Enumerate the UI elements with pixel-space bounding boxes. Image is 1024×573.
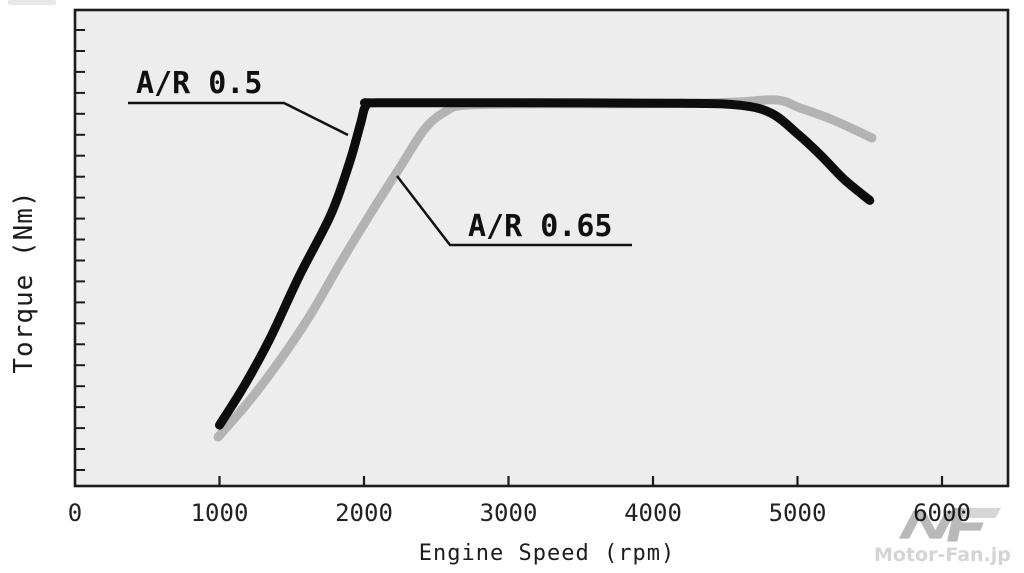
x-tick-label: 5000 [768, 499, 827, 527]
x-tick-label: 2000 [335, 499, 393, 527]
x-tick-label: 0 [67, 499, 83, 527]
y-axis-label: Torque (Nm) [9, 190, 39, 374]
x-axis-label: Engine Speed (rpm) [418, 541, 676, 566]
series-annotation-ar-0-5: A/R 0.5 [136, 66, 263, 101]
page-crop-artifact [8, 0, 56, 5]
x-tick-label: 4000 [624, 499, 682, 527]
annotation-leader-line [396, 175, 632, 247]
x-tick-label: 1000 [190, 499, 249, 527]
motor-fan-watermark: Motor-Fan.jp [874, 505, 1024, 566]
annotation-leader-line [128, 101, 349, 137]
series-curve-a-r-0-5 [215, 98, 875, 430]
motor-fan-mf-logo-icon [898, 507, 1002, 542]
watermark-text: Motor-Fan.jp [874, 544, 1011, 566]
x-tick-label: 3000 [479, 499, 538, 527]
series-annotation-ar-0-65: A/R 0.65 [468, 209, 613, 244]
